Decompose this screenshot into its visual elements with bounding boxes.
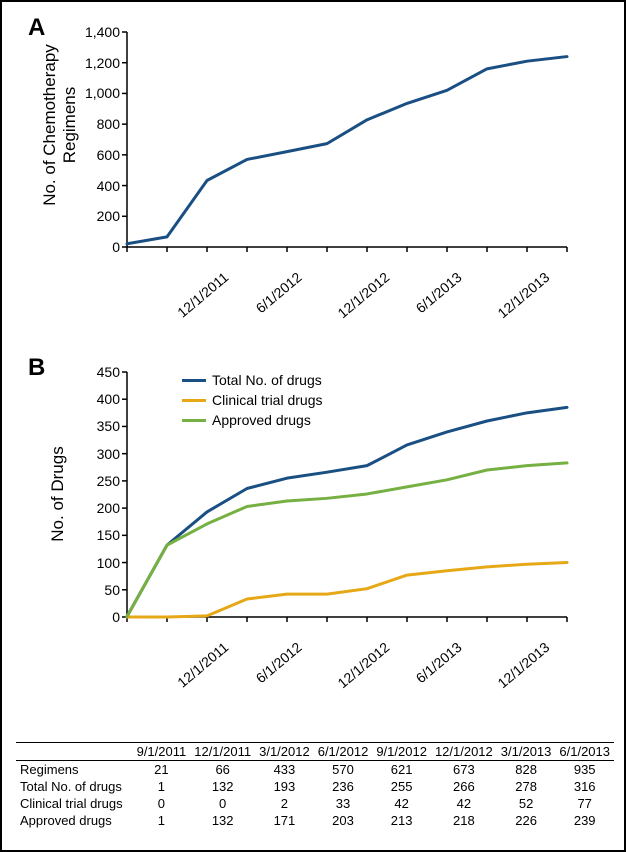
ytick-label: 100 (72, 555, 120, 571)
xtick-label: 12/1/2013 (494, 269, 552, 321)
table-col-header: 6/1/2012 (314, 743, 373, 761)
table-cell: 0 (133, 795, 191, 812)
ytick-label: 150 (72, 527, 120, 543)
series-line (127, 407, 567, 616)
ytick-label: 0 (72, 609, 120, 625)
legend-item: Clinical trial drugs (182, 390, 322, 410)
table-cell: 42 (431, 795, 497, 812)
xtick-label: 12/1/2013 (494, 639, 552, 691)
ytick-label: 400 (72, 178, 120, 194)
table-cell: 266 (431, 778, 497, 795)
ytick-label: 300 (72, 446, 120, 462)
xtick-label: 6/1/2013 (413, 639, 465, 686)
table-col-header: 9/1/2011 (133, 743, 191, 761)
series-line (127, 563, 567, 617)
xtick-label: 6/1/2013 (413, 269, 465, 316)
legend-label: Clinical trial drugs (212, 390, 322, 410)
series-line (127, 463, 567, 617)
table-row-label: Total No. of drugs (16, 778, 133, 795)
legend-label: Total No. of drugs (212, 370, 322, 390)
xtick-label: 12/1/2012 (334, 269, 392, 321)
panel-b-label: B (28, 354, 45, 382)
table-row: Approved drugs1132171203213218226239 (16, 812, 614, 829)
table-cell: 1 (133, 778, 191, 795)
table-cell: 621 (372, 761, 431, 779)
ytick-label: 1,400 (72, 24, 120, 40)
panel-b-ylabel: No. of Drugs (48, 434, 68, 554)
table-cell: 171 (255, 812, 314, 829)
table-col-header: 3/1/2012 (255, 743, 314, 761)
table-cell: 52 (497, 795, 556, 812)
figure-page: A No. of ChemotherapyRegimens 0200400600… (0, 0, 626, 852)
table-cell: 77 (555, 795, 614, 812)
ytick-label: 1,000 (72, 85, 120, 101)
series-line (127, 57, 567, 244)
table-row-label: Regimens (16, 761, 133, 779)
ytick-label: 350 (72, 418, 120, 434)
xtick-label: 12/1/2011 (174, 269, 231, 321)
table-cell: 570 (314, 761, 373, 779)
legend-label: Approved drugs (212, 410, 311, 430)
table-cell: 278 (497, 778, 556, 795)
table-cell: 33 (314, 795, 373, 812)
table-row: Regimens2166433570621673828935 (16, 761, 614, 779)
legend-item: Total No. of drugs (182, 370, 322, 390)
ytick-label: 50 (72, 582, 120, 598)
data-table: 9/1/201112/1/20113/1/20126/1/20129/1/201… (16, 742, 614, 829)
table-row-label: Approved drugs (16, 812, 133, 829)
legend-item: Approved drugs (182, 410, 322, 430)
table-cell: 42 (372, 795, 431, 812)
ytick-label: 400 (72, 391, 120, 407)
ytick-label: 200 (72, 500, 120, 516)
panel-b-legend: Total No. of drugsClinical trial drugsAp… (182, 370, 322, 430)
table-cell: 213 (372, 812, 431, 829)
xtick-label: 6/1/2012 (253, 639, 305, 686)
legend-swatch (182, 419, 206, 422)
table-cell: 132 (190, 812, 255, 829)
table-cell: 193 (255, 778, 314, 795)
table-row-label: Clinical trial drugs (16, 795, 133, 812)
table-col-header: 9/1/2012 (372, 743, 431, 761)
ytick-label: 0 (72, 239, 120, 255)
table-cell: 433 (255, 761, 314, 779)
ytick-label: 800 (72, 116, 120, 132)
table-cell: 316 (555, 778, 614, 795)
table-col-header: 12/1/2011 (190, 743, 255, 761)
table-col-header: 12/1/2012 (431, 743, 497, 761)
table-cell: 21 (133, 761, 191, 779)
legend-swatch (182, 399, 206, 402)
table-cell: 226 (497, 812, 556, 829)
table-cell: 2 (255, 795, 314, 812)
table-cell: 132 (190, 778, 255, 795)
ytick-label: 600 (72, 147, 120, 163)
ytick-label: 250 (72, 473, 120, 489)
table-row: Clinical trial drugs0023342425277 (16, 795, 614, 812)
table-col-header: 3/1/2013 (497, 743, 556, 761)
legend-swatch (182, 379, 206, 382)
table-cell: 1 (133, 812, 191, 829)
panel-a-chart (112, 22, 592, 272)
table-row: Total No. of drugs1132193236255266278316 (16, 778, 614, 795)
table-cell: 66 (190, 761, 255, 779)
table-cell: 218 (431, 812, 497, 829)
table-col-header: 6/1/2013 (555, 743, 614, 761)
table-cell: 828 (497, 761, 556, 779)
table-cell: 935 (555, 761, 614, 779)
ytick-label: 200 (72, 208, 120, 224)
xtick-label: 12/1/2011 (174, 639, 231, 691)
ytick-label: 1,200 (72, 55, 120, 71)
table-cell: 239 (555, 812, 614, 829)
table-cell: 673 (431, 761, 497, 779)
table-cell: 255 (372, 778, 431, 795)
xtick-label: 6/1/2012 (253, 269, 305, 316)
xtick-label: 12/1/2012 (334, 639, 392, 691)
table-cell: 0 (190, 795, 255, 812)
ytick-label: 450 (72, 364, 120, 380)
table-cell: 236 (314, 778, 373, 795)
table-cell: 203 (314, 812, 373, 829)
